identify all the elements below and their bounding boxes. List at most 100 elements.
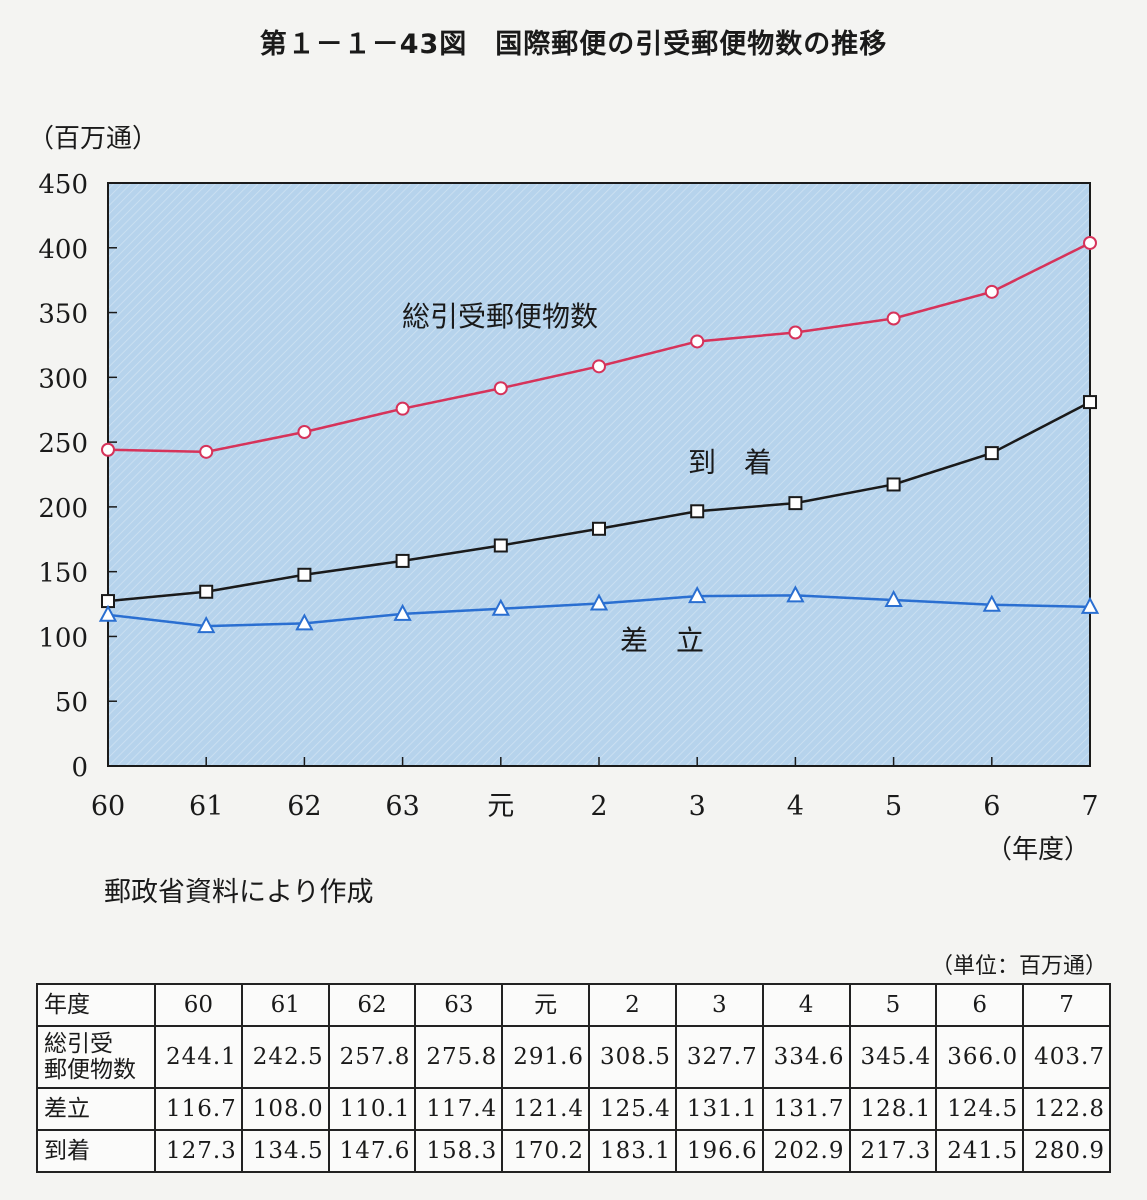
table-row: 総引受 郵便物数 244.1 242.5 257.8 275.8 291.6 308.5 327… [36, 1025, 1111, 1089]
table-cell: 280.9 [1022, 1129, 1111, 1173]
data-point-arrival [592, 521, 606, 536]
table-cell: 147.6 [327, 1129, 417, 1173]
data-point-sent [589, 593, 609, 611]
data-point-total [592, 359, 606, 374]
x-tick-label: 60 [91, 791, 125, 822]
data-point-arrival [297, 567, 312, 582]
data-table: 年度 60 61 62 63 元 2 3 4 5 6 7 総引受 郵便物数 244.1 242.5 257.8 2… [36, 983, 1111, 1173]
table-cell: 127.3 [154, 1129, 243, 1173]
table-cell: 170.2 [501, 1129, 591, 1173]
x-tick-label: 4 [787, 791, 804, 822]
table-cell: 196.6 [674, 1129, 764, 1173]
data-point-sent [786, 585, 805, 603]
table-cell: 117.4 [414, 1087, 504, 1131]
plot-texture [108, 183, 1090, 766]
x-tick-label: 6 [983, 791, 1000, 822]
table-row-label: 到着 [36, 1129, 156, 1173]
table-cell: 403.7 [1022, 1025, 1111, 1089]
y-tick-label: 400 [38, 235, 88, 265]
table-cell: 131.1 [674, 1087, 764, 1131]
table-cell: 128.1 [848, 1087, 938, 1131]
table-header-cell: 5 [848, 983, 938, 1027]
table-cell: 257.8 [327, 1025, 417, 1089]
data-point-sent [98, 604, 118, 622]
x-tick-label: 63 [385, 791, 419, 822]
x-tick-label: 2 [590, 791, 607, 822]
data-point-total [297, 425, 312, 440]
y-tick-label: 50 [55, 688, 88, 718]
table-header-cell: 元 [501, 983, 591, 1027]
data-point-total [395, 401, 410, 416]
data-point-arrival [984, 446, 999, 461]
table-header-cell: 2 [588, 983, 677, 1027]
data-point-total [199, 444, 214, 459]
data-point-arrival [493, 538, 508, 553]
data-point-total [788, 325, 803, 340]
table-cell: 125.4 [588, 1087, 677, 1131]
page-title: 第１－１－43図 国際郵便の引受郵便物数の推移 [259, 29, 888, 60]
x-tick-label: 3 [689, 791, 706, 822]
table-cell: 308.5 [588, 1025, 677, 1089]
data-point-arrival [395, 553, 410, 568]
table-header-row: 年度 60 61 62 63 元 2 3 4 5 6 7 [36, 983, 1111, 1027]
x-tick-label: 62 [287, 791, 321, 822]
table-cell: 134.5 [240, 1129, 330, 1173]
table-cell: 242.5 [240, 1025, 330, 1089]
table-corner-cell: 年度 [36, 983, 156, 1027]
table-cell: 275.8 [414, 1025, 504, 1089]
y-tick-label: 450 [38, 170, 88, 200]
table-unit-label: （単位：百万通） [930, 954, 1107, 979]
data-point-arrival [788, 496, 803, 511]
series-label-arrival: 到 着 [688, 446, 772, 479]
table-cell: 121.4 [501, 1087, 591, 1131]
data-point-total [886, 311, 901, 326]
table-cell: 241.5 [935, 1129, 1025, 1173]
data-point-sent [197, 615, 216, 634]
data-point-sent [688, 586, 707, 604]
y-tick-label: 350 [38, 300, 88, 330]
table-cell: 122.8 [1022, 1087, 1111, 1131]
data-point-total [1083, 235, 1097, 250]
data-point-sent [884, 589, 903, 608]
table-cell: 291.6 [501, 1025, 591, 1089]
x-tick-label: 5 [885, 791, 902, 822]
y-tick-label: 100 [38, 623, 88, 653]
table-header-cell: 61 [240, 983, 330, 1027]
data-point-total [493, 381, 508, 396]
table-cell: 202.9 [761, 1129, 851, 1173]
data-point-sent [393, 603, 412, 621]
table-cell: 244.1 [154, 1025, 243, 1089]
y-tick-label: 250 [38, 429, 88, 459]
data-point-sent [295, 613, 314, 631]
x-axis-unit-label: （年度） [986, 835, 1090, 865]
table-header-cell: 6 [935, 983, 1025, 1027]
table-cell: 217.3 [848, 1129, 938, 1173]
table-row: 到着 127.3 134.5 147.6 158.3 170.2 183.1 196.6 202… [36, 1129, 1111, 1173]
x-tick-label: 元 [487, 791, 514, 822]
series-label-sent: 差 立 [620, 624, 704, 657]
table-cell: 108.0 [240, 1087, 330, 1131]
table-cell: 131.7 [761, 1087, 851, 1131]
table-cell: 366.0 [935, 1025, 1025, 1089]
y-tick-label: 150 [38, 559, 88, 589]
y-tick-label: 0 [71, 753, 88, 783]
y-tick-label: 200 [38, 494, 88, 524]
series-label-total: 総引受郵便物数 [402, 300, 598, 333]
table-header-cell: 7 [1022, 983, 1111, 1027]
data-point-total [101, 442, 115, 457]
data-point-sent [1080, 596, 1100, 614]
table-row-label: 差立 [36, 1087, 156, 1131]
x-tick-label: 61 [189, 791, 223, 822]
table-header-cell: 3 [674, 983, 764, 1027]
table-cell: 124.5 [935, 1087, 1025, 1131]
data-point-arrival [690, 504, 705, 519]
data-point-sent [491, 598, 510, 616]
x-tick-label: 7 [1081, 791, 1098, 822]
y-tick-label: 300 [38, 364, 88, 394]
data-point-total [984, 284, 999, 299]
table-header-cell: 4 [761, 983, 851, 1027]
data-point-total [690, 334, 705, 349]
table-cell: 327.7 [674, 1025, 764, 1089]
y-axis-unit-label: （百万通） [28, 124, 159, 154]
data-point-sent [982, 594, 1001, 612]
